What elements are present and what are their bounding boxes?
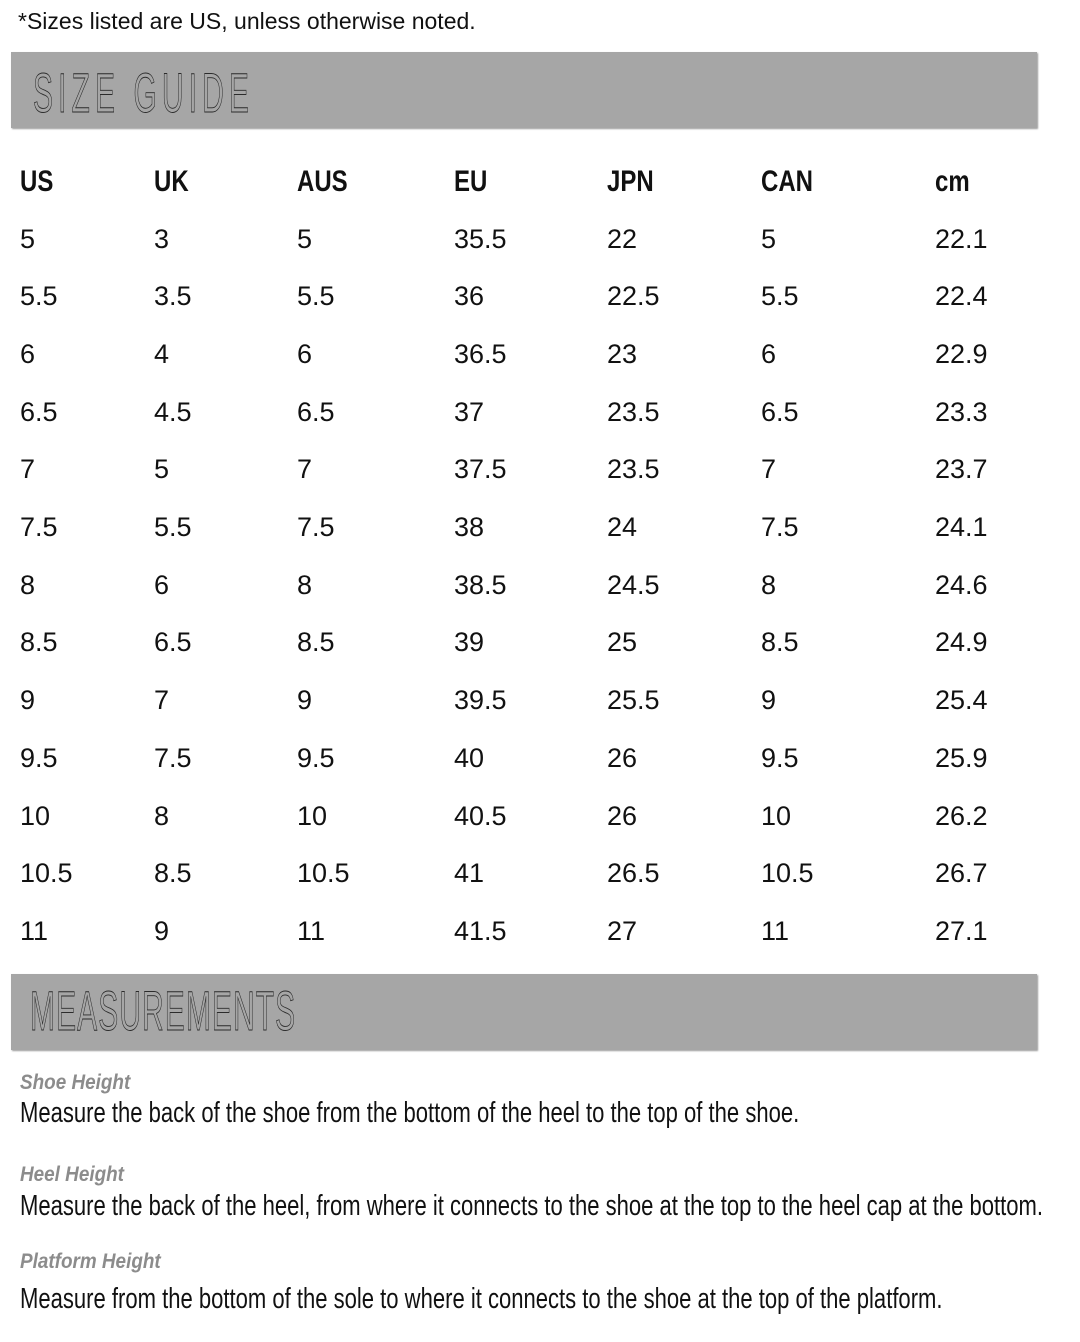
svg-text:SIZE GUIDE: SIZE GUIDE [33,61,254,125]
svg-text:MEASUREMENTS: MEASUREMENTS [30,979,296,1043]
